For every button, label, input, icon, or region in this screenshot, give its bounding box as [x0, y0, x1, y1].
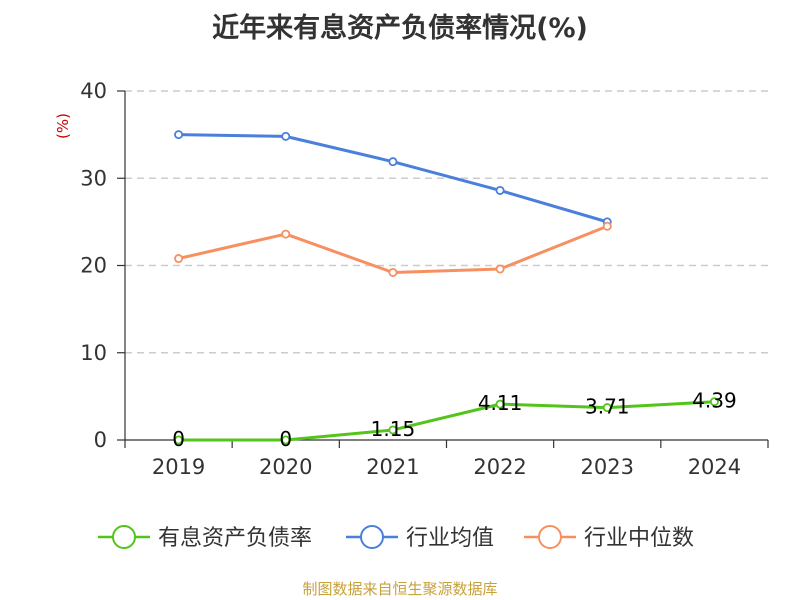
- y-tick-label: 20: [80, 254, 107, 278]
- x-tick-label: 2020: [259, 455, 312, 479]
- data-label: 4.39: [692, 389, 737, 413]
- data-point: [174, 435, 184, 445]
- data-point: [602, 221, 612, 231]
- y-tick-label: 0: [94, 428, 107, 452]
- y-tick-label: 40: [80, 79, 107, 103]
- data-point: [388, 425, 398, 435]
- legend-item-0: 有息资产负债率: [98, 525, 312, 551]
- data-point: [174, 130, 184, 140]
- data-label: 0: [172, 427, 185, 451]
- x-tick-label: 2019: [152, 455, 205, 479]
- legend-label: 行业均值: [406, 526, 494, 551]
- data-point: [281, 435, 291, 445]
- data-label: 4.11: [478, 391, 523, 415]
- y-axis-unit-label: (%): [54, 113, 72, 139]
- data-point: [388, 157, 398, 167]
- data-label: 1.15: [371, 417, 416, 441]
- chart-title: 近年来有息资产负债率情况(%): [212, 13, 588, 44]
- x-tick-label: 2024: [688, 455, 741, 479]
- data-label: 0: [279, 427, 292, 451]
- legend-marker: [360, 525, 384, 549]
- legend-label: 行业中位数: [584, 526, 694, 551]
- legend-item-1: 行业均值: [346, 525, 494, 551]
- data-point: [495, 399, 505, 409]
- legend-item-2: 行业中位数: [524, 525, 694, 551]
- data-point: [602, 403, 612, 413]
- legend-marker: [112, 525, 136, 549]
- data-point: [281, 131, 291, 141]
- data-point: [174, 254, 184, 264]
- data-point: [495, 264, 505, 274]
- series-line-0: [178, 400, 715, 442]
- legend-marker: [538, 525, 562, 549]
- x-tick-label: 2021: [366, 455, 419, 479]
- data-point: [495, 185, 505, 195]
- x-tick-label: 2022: [473, 455, 526, 479]
- data-point: [281, 229, 291, 239]
- y-tick-label: 10: [80, 341, 107, 365]
- x-tick-label: 2023: [581, 455, 634, 479]
- data-label: 3.71: [585, 395, 630, 419]
- data-point: [709, 397, 719, 407]
- legend-label: 有息资产负债率: [158, 526, 312, 551]
- y-tick-label: 30: [80, 166, 107, 190]
- source-note: 制图数据来自恒生聚源数据库: [302, 580, 498, 598]
- data-point: [388, 267, 398, 277]
